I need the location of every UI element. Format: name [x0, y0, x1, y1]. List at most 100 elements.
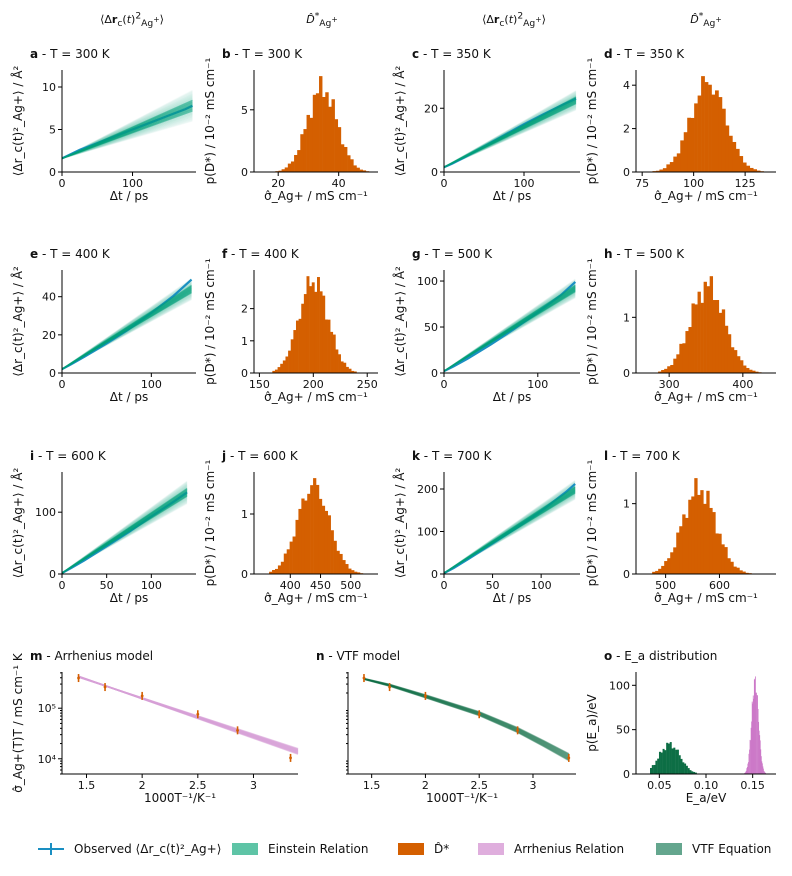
y-tick-label: 1: [241, 335, 248, 348]
histogram-bar: [749, 167, 754, 172]
histogram-bar: [350, 159, 354, 172]
y-tick-label: 0: [241, 166, 248, 179]
histogram-bar: [694, 478, 698, 574]
panel-title: j - T = 600 K: [221, 449, 299, 463]
y-tick-label: 0: [431, 367, 438, 380]
y-tick-label: 200: [417, 483, 438, 496]
histogram-bar: [356, 167, 360, 172]
y-axis-label: ⟨Δr_c(t)²_Ag+⟩ / Å²: [392, 66, 407, 177]
x-tick-label: 400: [280, 579, 301, 592]
y-tick-label: 20: [424, 102, 438, 115]
histogram-bar: [330, 530, 334, 574]
y-tick-label: 10⁵: [38, 702, 56, 715]
histogram-bar: [340, 144, 345, 172]
histogram-bar: [661, 565, 665, 574]
histogram-bar: [292, 536, 296, 574]
histogram-bar: [316, 484, 320, 574]
x-axis-label: Δt / ps: [110, 189, 148, 203]
x-tick-label: 75: [635, 177, 649, 190]
ea-histogram-bar: [657, 758, 660, 774]
y-tick-label: 0: [623, 568, 630, 581]
x-tick-label: 450: [310, 579, 331, 592]
y-tick-label: 1: [623, 311, 630, 324]
einstein-relation-line: [443, 481, 576, 574]
observed-point: [103, 685, 107, 689]
x-axis-label: σ̂_Ag+ / mS cm⁻¹: [264, 390, 368, 404]
histogram-bar: [753, 169, 757, 172]
histogram-bar: [682, 514, 686, 574]
histogram-bar: [300, 134, 304, 172]
y-tick-label: 100: [35, 506, 56, 519]
einstein-relation-line: [443, 96, 577, 168]
x-tick-label: 3: [250, 779, 257, 792]
histogram-bar: [285, 356, 289, 373]
x-axis-label: E_a/eV: [686, 791, 727, 805]
histogram-bar: [724, 325, 729, 373]
legend-swatch-dhat: [398, 843, 424, 855]
histogram-bar: [340, 361, 344, 373]
legend-swatch-einstein: [232, 843, 258, 855]
histogram-bar: [687, 117, 691, 172]
einstein-relation-line: [443, 280, 576, 372]
observed-point: [196, 712, 200, 716]
histogram-bar: [691, 496, 695, 574]
arrhenius-fit-line: [78, 676, 299, 751]
ea-histogram-bar: [744, 772, 746, 774]
ea-histogram-bar: [746, 768, 748, 774]
column-header-3: ⟨Δrc(t)2Ag+⟩: [482, 10, 546, 29]
histogram-bar: [306, 114, 310, 172]
histogram-bar: [733, 350, 738, 373]
ea-histogram-bar: [745, 770, 747, 774]
histogram-bar: [736, 356, 741, 373]
x-tick-label: 200: [303, 378, 324, 391]
histogram-bar: [746, 367, 750, 373]
histogram-bar: [743, 365, 747, 373]
y-tick-label: 0: [623, 768, 630, 781]
y-tick-label: 100: [417, 275, 438, 288]
x-tick-label: 0: [441, 378, 448, 391]
histogram-bar: [293, 330, 297, 373]
ea-histogram-bar: [684, 763, 687, 774]
column-header-1: ⟨Δrc(t)2Ag+⟩: [100, 10, 164, 29]
histogram-bar: [306, 276, 310, 373]
ea-histogram-bar: [664, 750, 667, 774]
observed-point: [236, 728, 239, 732]
histogram-bar: [688, 499, 692, 574]
legend-item-einstein: Einstein Relation: [232, 838, 368, 860]
ea-histogram-bar: [753, 679, 755, 774]
histogram-bar: [288, 350, 292, 373]
einstein-relation-line: [61, 481, 188, 574]
x-axis-label: σ̂_Ag+ / mS cm⁻¹: [264, 189, 368, 203]
observed-point: [77, 676, 80, 680]
einstein-relation-line: [443, 480, 576, 574]
x-tick-label: 600: [709, 579, 730, 592]
ea-histogram-bar: [759, 735, 761, 774]
histogram-bar: [664, 561, 668, 574]
histogram-bar: [301, 303, 305, 373]
x-axis-label: Δt / ps: [110, 390, 148, 404]
histogram-bar: [359, 169, 363, 172]
histogram-bar: [670, 364, 674, 373]
y-axis-label: ⟨Δr_c(t)²_Ag+⟩ / Å²: [10, 266, 25, 377]
histogram-bar: [281, 169, 286, 172]
y-axis-label: p(D*) / 10⁻² mS cm⁻¹: [585, 459, 599, 586]
x-tick-label: 0.10: [694, 779, 719, 792]
x-tick-label: 20: [271, 177, 285, 190]
histogram-bar: [721, 108, 726, 172]
einstein-relation-line: [61, 480, 188, 574]
x-axis-label: σ̂_Ag+ / mS cm⁻¹: [264, 591, 368, 605]
histogram-bar: [679, 343, 683, 373]
einstein-relation-line: [61, 89, 193, 160]
observed-point: [289, 756, 292, 760]
y-tick-label: 0: [623, 166, 630, 179]
vtf-fit-line: [363, 678, 570, 757]
histogram-bar: [715, 90, 719, 172]
ea-histogram-bar: [680, 758, 683, 774]
histogram-bar: [683, 132, 688, 172]
panel-title: m - Arrhenius model: [30, 649, 153, 663]
histogram-bar: [311, 282, 315, 373]
histogram-bar: [712, 300, 717, 373]
arrhenius-fit-line: [78, 676, 299, 751]
observed-point: [388, 685, 391, 689]
